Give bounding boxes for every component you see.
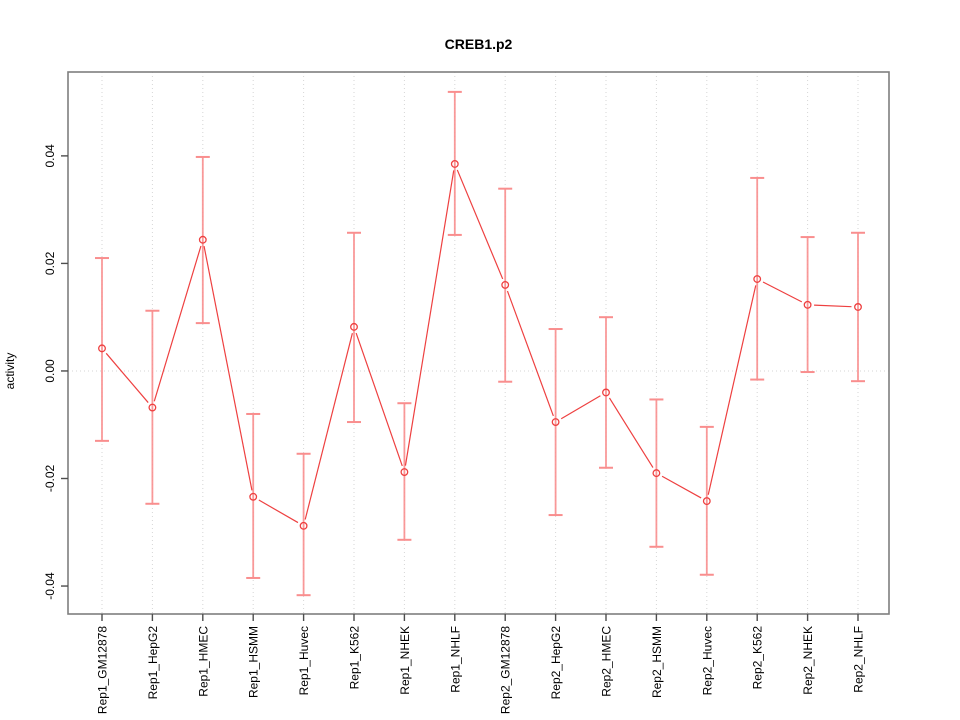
x-tick-label: Rep1_NHLF (448, 626, 462, 693)
series-segment (560, 395, 601, 420)
y-tick-label: 0.02 (43, 251, 57, 275)
series-segment (762, 281, 803, 303)
x-tick-label: Rep2_K562 (751, 626, 765, 690)
data-point (551, 418, 560, 426)
x-tick-label: Rep1_Huvec (297, 626, 311, 695)
y-tick-label: 0.04 (43, 144, 57, 168)
data-point (400, 468, 409, 476)
series-segment (404, 170, 455, 466)
series-segment (456, 169, 504, 280)
data-point (350, 322, 358, 331)
plot-border (67, 71, 890, 615)
data-point (753, 275, 762, 283)
chart-title: CREB1.p2 (444, 36, 513, 52)
y-tick-label: 0.00 (43, 359, 57, 383)
data-point (702, 497, 711, 506)
x-tick-label: Rep1_NHEK (398, 626, 412, 695)
x-tick-label: Rep2_GM12878 (499, 626, 513, 714)
series-segment (105, 352, 149, 403)
data-point (652, 469, 661, 478)
x-tick-label: Rep1_HepG2 (146, 626, 160, 700)
x-tick-label: Rep1_HMEC (196, 626, 210, 697)
series-segment (258, 499, 299, 524)
data-point (98, 344, 106, 353)
series-segment (608, 397, 654, 468)
data-point (602, 388, 610, 397)
series-segment (661, 475, 702, 499)
data-point (198, 235, 207, 244)
x-tick-label: Rep2_HMEC (600, 626, 614, 697)
x-tick-label: Rep2_HSMM (650, 626, 664, 698)
x-tick-label: Rep2_NHLF (852, 626, 866, 693)
data-point (450, 159, 459, 168)
data-point (501, 280, 510, 289)
x-tick-label: Rep2_Huvec (700, 626, 714, 695)
data-point (148, 403, 157, 412)
x-tick-label: Rep1_HSMM (247, 626, 261, 698)
y-tick-label: -0.04 (43, 572, 57, 600)
data-point (854, 303, 862, 311)
series-segment (203, 246, 253, 491)
x-tick-label: Rep1_GM12878 (96, 626, 110, 714)
data-point (803, 300, 812, 309)
x-tick-label: Rep1_K562 (348, 626, 362, 690)
data-point (249, 492, 258, 501)
series-segment (814, 304, 852, 308)
x-tick-label: Rep2_HepG2 (549, 626, 563, 700)
series-segment (153, 245, 202, 402)
series-segment (355, 332, 403, 467)
y-tick-label: -0.02 (43, 465, 57, 493)
data-point (299, 521, 308, 530)
series-segment (506, 290, 554, 417)
series-segment (707, 285, 757, 495)
series-segment (304, 333, 353, 520)
x-tick-label: Rep2_NHEK (801, 626, 815, 695)
